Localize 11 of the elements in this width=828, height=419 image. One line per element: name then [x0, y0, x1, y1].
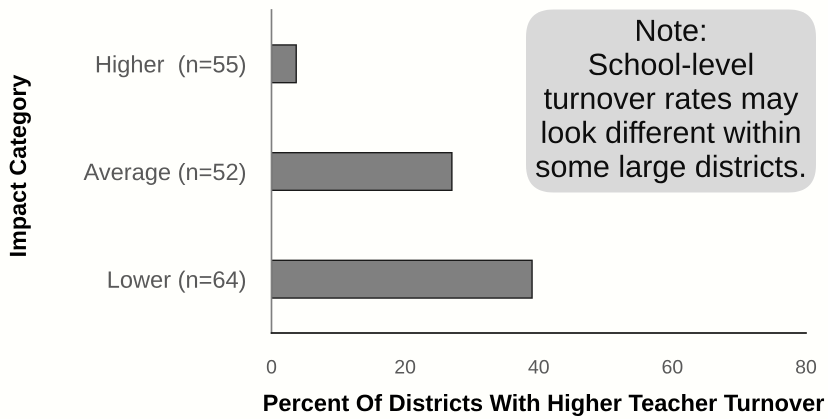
y-tick-label: Higher (n=55)	[96, 55, 246, 78]
x-tick-label: 40	[528, 360, 549, 374]
annotation: Note: School-level turnover rates may look different within some large districts.	[536, 20, 804, 184]
x-tick-label: 60	[662, 360, 682, 374]
x-tick-label: 20	[395, 360, 416, 374]
y-axis-title: Impact Category	[10, 74, 31, 256]
x-tick-label: 80	[796, 360, 816, 374]
y-tick-label: Lower (n=64)	[108, 270, 246, 293]
y-tick-label: Average (n=52)	[84, 162, 246, 185]
x-tick-label: 0	[266, 360, 276, 374]
x-axis-title: Percent Of Districts With Higher Teacher Turnover	[264, 394, 824, 416]
